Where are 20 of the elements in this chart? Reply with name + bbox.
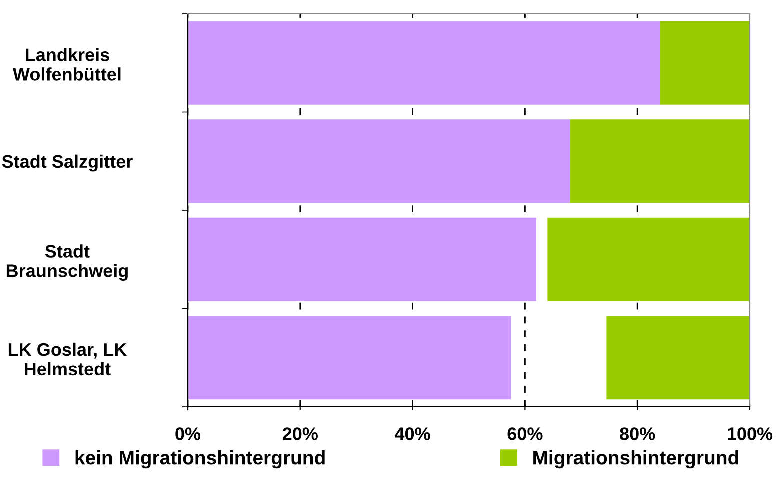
x-tick-label: 40% [395, 428, 430, 440]
bar [188, 218, 536, 302]
bar [188, 120, 570, 204]
x-tick-label: 80% [620, 428, 656, 440]
bar [188, 21, 660, 105]
bar [570, 120, 750, 204]
bar [188, 316, 512, 400]
x-tick-label: 60% [508, 428, 543, 440]
legend-label: Migrationshintergrund [534, 450, 738, 469]
y-tick-label: Landkreis Wolfenbüttel [12, 48, 121, 81]
legend-label: kein Migrationshintergrund [76, 450, 325, 469]
bar [660, 21, 750, 105]
bar [548, 218, 750, 302]
y-tick-label: Stadt Braunschweig [6, 244, 128, 282]
bar [606, 316, 750, 400]
y-tick-label: Stadt Salzgitter [2, 154, 133, 172]
x-tick-label: 0% [176, 428, 201, 440]
x-tick-label: 100% [728, 428, 773, 440]
y-tick-label: LK Goslar, LK Helmstedt [8, 342, 127, 376]
x-tick-label: 20% [282, 428, 318, 440]
